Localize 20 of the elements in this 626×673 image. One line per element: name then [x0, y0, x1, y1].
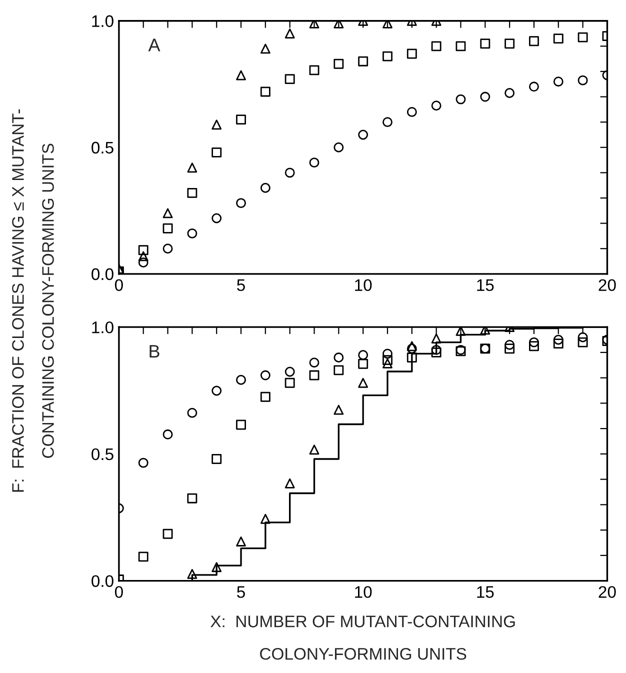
annotation: A — [148, 38, 160, 52]
y-tick-label: 0.5 — [92, 142, 114, 154]
x-tick-label: 20 — [598, 586, 616, 598]
x-tick-label: 0 — [114, 279, 123, 292]
y-tick-label: 0.0 — [92, 268, 114, 280]
x-tick-label: 10 — [355, 586, 372, 598]
x-tick-label: 0 — [114, 586, 123, 598]
y-tick-label: 1.0 — [92, 321, 114, 334]
text: X: NUMBER OF MUTANT-CONTAINING COLONY-FORMING UNITS — [210, 616, 515, 660]
y-tick-label: 1.0 — [92, 15, 114, 28]
x-tick-label: 5 — [237, 279, 245, 292]
x-tick-label: 15 — [477, 279, 494, 292]
x-tick-label: 10 — [355, 279, 372, 292]
x-tick-label: 5 — [237, 586, 245, 598]
y-tick-label: 0.0 — [92, 575, 114, 587]
y-axis-title: F: FRACTION OF CLONES HAVING ≤ X MUTANT- CONTAINING COLONY-FORMING UNITS — [12, 109, 54, 492]
x-tick-label: 20 — [598, 279, 616, 292]
y-tick-label: 0.5 — [92, 448, 114, 460]
annotation: B — [150, 345, 160, 358]
x-tick-label: 15 — [477, 586, 494, 598]
